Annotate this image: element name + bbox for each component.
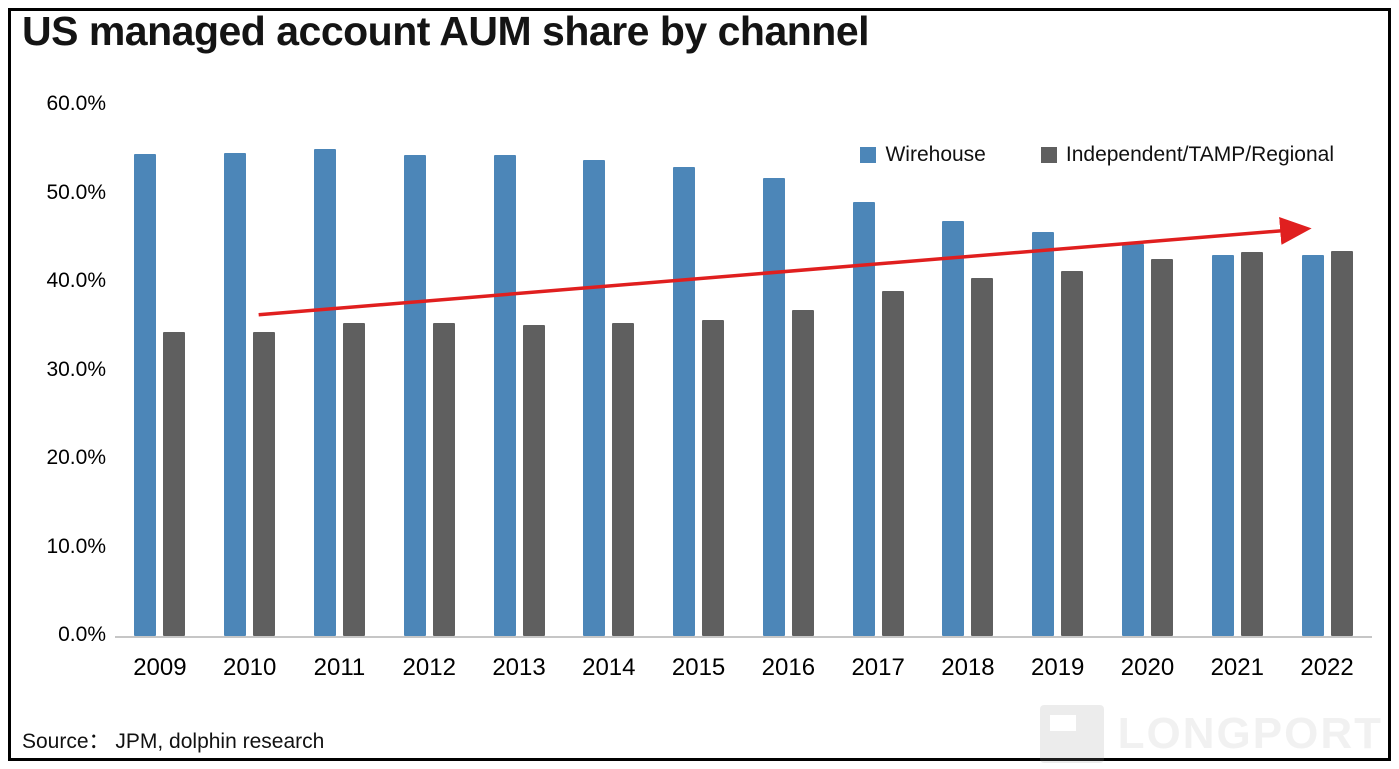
bar-wirehouse-2015 (673, 166, 696, 636)
bar-wirehouse-2010 (224, 152, 247, 636)
bar-group-2010 (205, 105, 295, 636)
bar-independent-tamp-regional-2020 (1150, 259, 1173, 636)
bar-independent-tamp-regional-2022 (1330, 251, 1353, 636)
bar-group-2018 (923, 105, 1013, 636)
watermark-text: LONGPORT (1117, 709, 1383, 758)
y-axis-label: 0.0% (58, 623, 106, 646)
x-axis-label-2017: 2017 (851, 654, 905, 681)
bar-independent-tamp-regional-2016 (791, 310, 814, 636)
legend-swatch-icon (1040, 147, 1057, 163)
bar-wirehouse-2022 (1301, 255, 1324, 636)
x-axis-label-2012: 2012 (402, 654, 456, 681)
legend: Wirehouse Independent/TAMP/Regional (860, 143, 1334, 167)
bar-wirehouse-2012 (403, 154, 426, 636)
bar-group-2020 (1103, 105, 1193, 636)
bar-independent-tamp-regional-2017 (881, 290, 904, 636)
bar-group-2014 (564, 105, 654, 636)
x-axis: 2009 2010 2011 2012 2013 2014 2015 2016 2017 2018… (115, 644, 1372, 682)
bar-group-2011 (295, 105, 385, 636)
chart-title: US managed account AUM share by channel (22, 8, 870, 54)
x-axis-label-2013: 2013 (492, 654, 546, 681)
watermark: LONGPORT (1039, 705, 1383, 763)
bar-wirehouse-2013 (493, 155, 516, 636)
bar-independent-tamp-regional-2012 (432, 322, 455, 636)
bar-wirehouse-2009 (134, 153, 157, 636)
bar-group-2009 (115, 105, 205, 636)
bar-wirehouse-2016 (762, 178, 785, 636)
bar-wirehouse-2021 (1211, 255, 1234, 636)
bar-independent-tamp-regional-2011 (342, 322, 365, 636)
bar-group-2016 (743, 105, 833, 636)
plot-area: Wirehouse Independent/TAMP/Regional (115, 105, 1372, 638)
legend-item-independent-tamp-regional: Independent/TAMP/Regional (1040, 143, 1334, 167)
legend-label: Wirehouse (885, 143, 986, 166)
x-axis-label-2011: 2011 (313, 654, 366, 681)
bar-wirehouse-2014 (583, 159, 606, 636)
bar-group-2019 (1013, 105, 1103, 636)
bar-group-2013 (474, 105, 564, 636)
x-axis-label-2022: 2022 (1300, 654, 1354, 681)
x-axis-label-2015: 2015 (671, 654, 726, 681)
legend-label: Independent/TAMP/Regional (1065, 143, 1334, 166)
bar-group-2022 (1282, 105, 1372, 636)
y-axis-label: 10.0% (46, 534, 106, 558)
y-axis-label: 60.0% (46, 92, 106, 115)
y-axis: 0.0% 10.0% 20.0% 30.0% 40.0% 50.0% 60.0% (18, 92, 106, 646)
y-axis-label: 50.0% (46, 180, 106, 204)
x-axis-label-2021: 2021 (1210, 654, 1264, 681)
bar-series-container (115, 105, 1372, 636)
legend-item-wirehouse: Wirehouse (860, 143, 986, 167)
x-axis-label-2018: 2018 (941, 654, 995, 681)
source-text: Source： JPM, dolphin research (22, 730, 325, 753)
bar-wirehouse-2011 (313, 149, 336, 636)
x-axis-label-2009: 2009 (133, 654, 187, 681)
longport-logo-icon (1039, 705, 1104, 763)
bar-group-2017 (833, 105, 923, 636)
bar-wirehouse-2020 (1121, 243, 1144, 636)
bar-independent-tamp-regional-2018 (971, 278, 994, 636)
y-axis-label: 40.0% (46, 269, 106, 292)
bar-independent-tamp-regional-2009 (163, 331, 186, 636)
x-axis-label-2020: 2020 (1120, 654, 1175, 681)
bar-group-2015 (654, 105, 744, 636)
bar-independent-tamp-regional-2014 (612, 322, 635, 636)
bar-wirehouse-2017 (852, 202, 875, 636)
legend-swatch-icon (860, 147, 877, 163)
bar-independent-tamp-regional-2021 (1240, 251, 1263, 636)
x-axis-label-2016: 2016 (761, 654, 816, 681)
bar-independent-tamp-regional-2019 (1061, 271, 1084, 636)
y-axis-label: 30.0% (46, 357, 106, 381)
bar-independent-tamp-regional-2010 (253, 331, 276, 636)
x-axis-label-2014: 2014 (582, 654, 636, 681)
y-axis-label: 20.0% (46, 446, 106, 469)
bar-group-2012 (384, 105, 474, 636)
x-axis-label-2019: 2019 (1031, 654, 1085, 681)
x-axis-label-2010: 2010 (222, 654, 277, 681)
bar-wirehouse-2018 (942, 220, 965, 636)
bar-group-2021 (1192, 105, 1282, 636)
bar-wirehouse-2019 (1032, 232, 1055, 636)
bar-independent-tamp-regional-2015 (702, 320, 725, 636)
bar-independent-tamp-regional-2013 (522, 325, 545, 636)
